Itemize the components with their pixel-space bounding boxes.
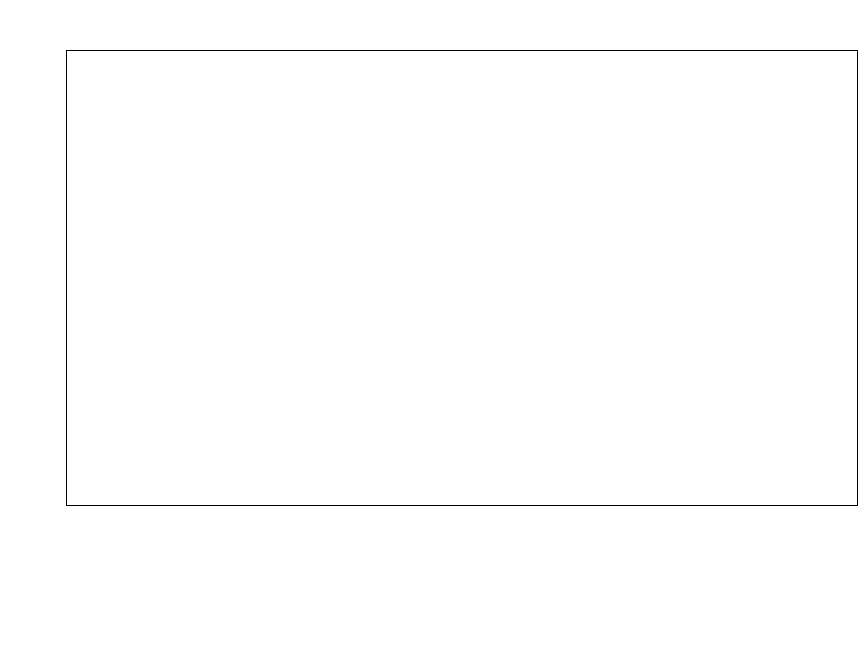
plot-area	[66, 50, 858, 506]
y-axis	[0, 0, 66, 646]
legend	[0, 620, 864, 642]
x-axis	[66, 506, 858, 606]
cmf-line-series	[67, 51, 857, 505]
